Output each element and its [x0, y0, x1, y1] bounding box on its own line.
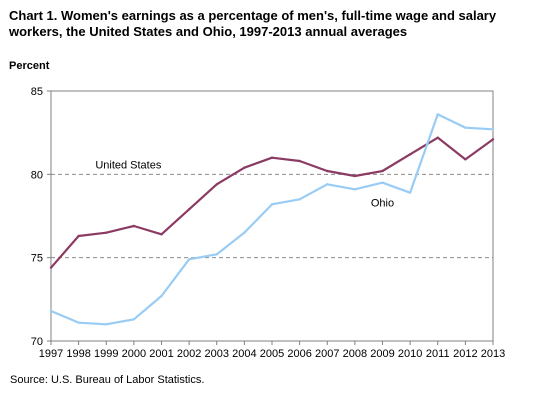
data-point-ohio-1999: [105, 323, 108, 326]
x-tick-label-2013: 2013: [481, 348, 505, 360]
data-point-ohio-2005: [270, 203, 274, 206]
data-point-ohio-2013: [491, 128, 495, 131]
x-tick-label-2009: 2009: [370, 348, 394, 360]
data-point-united-states-2002: [187, 208, 191, 211]
data-point-ohio-2010: [408, 191, 412, 194]
data-point-ohio-2008: [353, 188, 357, 191]
x-tick-label-2010: 2010: [398, 348, 422, 360]
data-point-united-states-2011: [436, 136, 439, 139]
data-point-ohio-2007: [326, 183, 329, 186]
data-point-united-states-2005: [270, 156, 274, 159]
data-point-ohio-2001: [160, 294, 163, 298]
x-tick-label-2003: 2003: [205, 348, 229, 360]
chart-title: Chart 1. Women's earnings as a percentag…: [9, 8, 497, 39]
data-point-ohio-1997: [49, 309, 53, 313]
data-point-ohio-2009: [381, 181, 384, 184]
data-point-ohio-2003: [215, 253, 218, 256]
x-tick-label-2005: 2005: [260, 348, 284, 360]
data-point-united-states-1998: [77, 234, 80, 238]
data-point-united-states-2003: [215, 183, 218, 186]
data-point-ohio-2011: [436, 113, 439, 116]
x-tick-label-2011: 2011: [426, 348, 450, 360]
x-tick-label-2007: 2007: [315, 348, 339, 360]
x-tick-label-1998: 1998: [66, 348, 90, 360]
y-tick-label-85: 85: [31, 86, 43, 98]
x-tick-label-2000: 2000: [122, 348, 146, 360]
series-label-united-states: United States: [95, 159, 162, 171]
data-point-united-states-2001: [160, 233, 163, 236]
data-point-ohio-2012: [464, 126, 467, 129]
x-tick-label-2004: 2004: [232, 348, 256, 360]
x-tick-label-1999: 1999: [94, 348, 118, 360]
data-point-ohio-2006: [298, 198, 301, 201]
x-tick-label-2001: 2001: [149, 348, 173, 360]
series-label-ohio: Ohio: [371, 198, 394, 210]
plot-frame: [50, 90, 494, 342]
source-note: Source: U.S. Bureau of Labor Statistics.: [10, 374, 205, 386]
x-tick-label-1997: 1997: [39, 348, 63, 360]
data-point-ohio-1998: [77, 321, 80, 324]
data-point-ohio-2002: [187, 258, 191, 261]
data-point-united-states-2006: [298, 159, 301, 163]
y-axis-label: Percent: [9, 60, 50, 72]
data-point-united-states-2008: [353, 174, 357, 178]
data-point-united-states-2009: [381, 169, 384, 173]
data-point-united-states-2007: [326, 169, 329, 173]
data-point-united-states-1997: [49, 266, 53, 269]
y-tick-label-75: 75: [31, 253, 43, 265]
data-point-united-states-1999: [105, 231, 108, 234]
data-point-united-states-2004: [243, 166, 246, 169]
data-point-united-states-2010: [408, 153, 412, 156]
x-tick-label-2002: 2002: [177, 348, 201, 360]
data-point-ohio-2000: [132, 318, 136, 321]
data-point-united-states-2013: [491, 138, 495, 141]
x-tick-label-2006: 2006: [287, 348, 311, 360]
series-line-ohio: [50, 113, 494, 326]
data-point-ohio-2004: [243, 231, 246, 234]
x-tick-label-2008: 2008: [343, 348, 367, 360]
y-tick-label-80: 80: [31, 169, 43, 181]
x-tick-label-2012: 2012: [453, 348, 477, 360]
data-point-united-states-2012: [464, 158, 467, 161]
data-point-united-states-2000: [132, 224, 136, 228]
y-tick-label-70: 70: [31, 336, 43, 348]
